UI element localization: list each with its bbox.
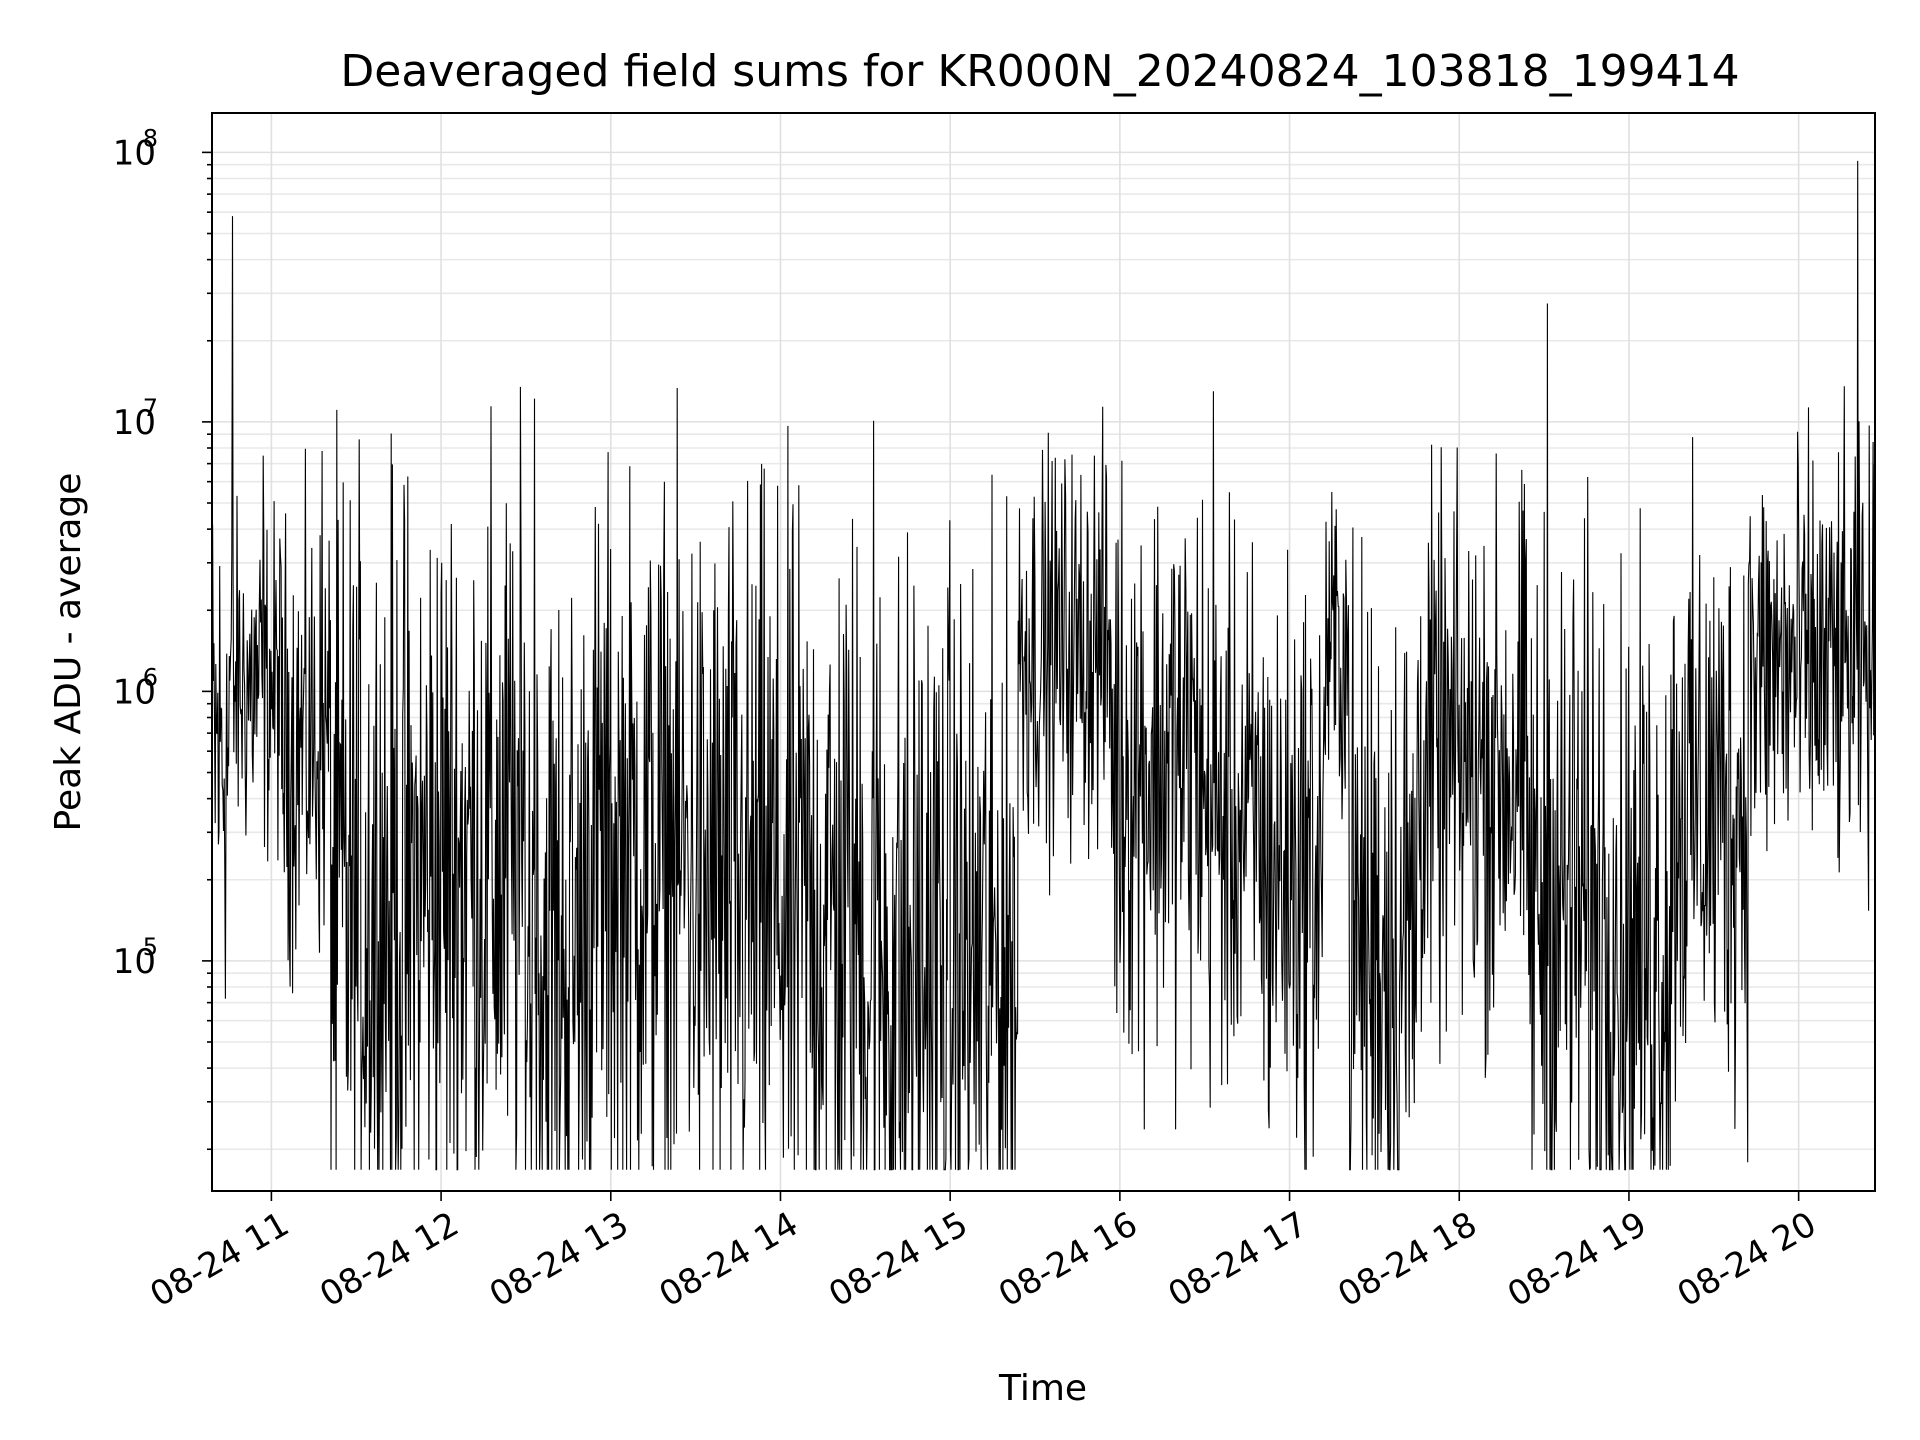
x-tick-label: 08-24 20	[1671, 1204, 1823, 1315]
x-tick-label: 08-24 16	[992, 1204, 1144, 1315]
y-tick-label-exponent: 5	[143, 933, 158, 961]
y-tick-label: 10	[113, 942, 156, 982]
y-tick-label: 10	[113, 133, 156, 173]
x-tick-label: 08-24 19	[1501, 1204, 1653, 1315]
x-tick-label: 08-24 18	[1331, 1204, 1483, 1315]
series-layer	[211, 160, 1876, 1171]
y-tick-label-exponent: 8	[143, 124, 158, 152]
series-line	[211, 160, 1876, 1171]
x-tick-label: 08-24 14	[653, 1204, 805, 1315]
y-axis-label: Peak ADU - average	[48, 473, 89, 832]
x-tick-label: 08-24 13	[483, 1204, 635, 1315]
x-axis-label: Time	[998, 1368, 1087, 1409]
y-tick-label: 10	[113, 403, 156, 443]
y-tick-label: 10	[113, 672, 156, 712]
x-tick-label: 08-24 11	[143, 1204, 295, 1315]
chart-title: Deaveraged field sums for KR000N_2024082…	[340, 46, 1739, 97]
y-tick-label-exponent: 7	[143, 394, 158, 422]
y-tick-label-exponent: 6	[143, 663, 158, 691]
x-tick-label: 08-24 15	[822, 1204, 974, 1315]
x-tick-label: 08-24 17	[1162, 1204, 1314, 1315]
plot-frame	[211, 112, 1876, 1192]
x-tick-label: 08-24 12	[313, 1204, 465, 1315]
